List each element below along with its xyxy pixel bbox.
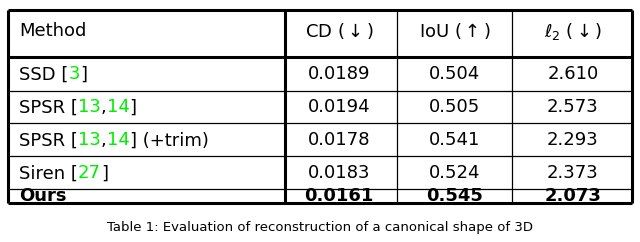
Text: SPSR [: SPSR [ xyxy=(19,131,78,149)
Text: 0.541: 0.541 xyxy=(429,131,480,149)
Text: 0.505: 0.505 xyxy=(429,98,480,116)
Text: SPSR [: SPSR [ xyxy=(19,98,78,116)
Text: 0.545: 0.545 xyxy=(426,187,483,205)
Text: ]: ] xyxy=(101,164,108,182)
Text: Table 1: Evaluation of reconstruction of a canonical shape of 3D: Table 1: Evaluation of reconstruction of… xyxy=(107,221,533,234)
Text: ]: ] xyxy=(129,98,136,116)
Text: 0.0183: 0.0183 xyxy=(308,164,371,182)
Text: 13: 13 xyxy=(78,98,101,116)
Text: 0.0161: 0.0161 xyxy=(305,187,374,205)
Text: CD ($\downarrow$): CD ($\downarrow$) xyxy=(305,22,374,41)
Text: 0.0189: 0.0189 xyxy=(308,65,371,83)
Text: 0.0178: 0.0178 xyxy=(308,131,371,149)
Text: Ours: Ours xyxy=(19,187,67,205)
Text: IoU ($\uparrow$): IoU ($\uparrow$) xyxy=(419,22,490,41)
Text: ,: , xyxy=(101,131,107,149)
Text: 27: 27 xyxy=(78,164,101,182)
Text: 14: 14 xyxy=(107,131,129,149)
Text: 13: 13 xyxy=(78,131,101,149)
Text: 0.524: 0.524 xyxy=(429,164,480,182)
Text: 14: 14 xyxy=(107,98,129,116)
Text: 2.293: 2.293 xyxy=(547,131,598,149)
Text: ] (+trim): ] (+trim) xyxy=(129,131,209,149)
Text: 2.573: 2.573 xyxy=(547,98,598,116)
Text: ]: ] xyxy=(80,65,87,83)
Text: ,: , xyxy=(101,98,107,116)
Text: 2.373: 2.373 xyxy=(547,164,598,182)
Text: 2.610: 2.610 xyxy=(547,65,598,83)
Text: 3: 3 xyxy=(68,65,80,83)
Text: SSD [: SSD [ xyxy=(19,65,68,83)
Text: 0.0194: 0.0194 xyxy=(308,98,371,116)
Text: 0.504: 0.504 xyxy=(429,65,480,83)
Text: 2.073: 2.073 xyxy=(545,187,601,205)
Text: $\ell_2$ ($\downarrow$): $\ell_2$ ($\downarrow$) xyxy=(543,21,602,42)
Text: Siren [: Siren [ xyxy=(19,164,78,182)
Text: Method: Method xyxy=(19,23,86,40)
